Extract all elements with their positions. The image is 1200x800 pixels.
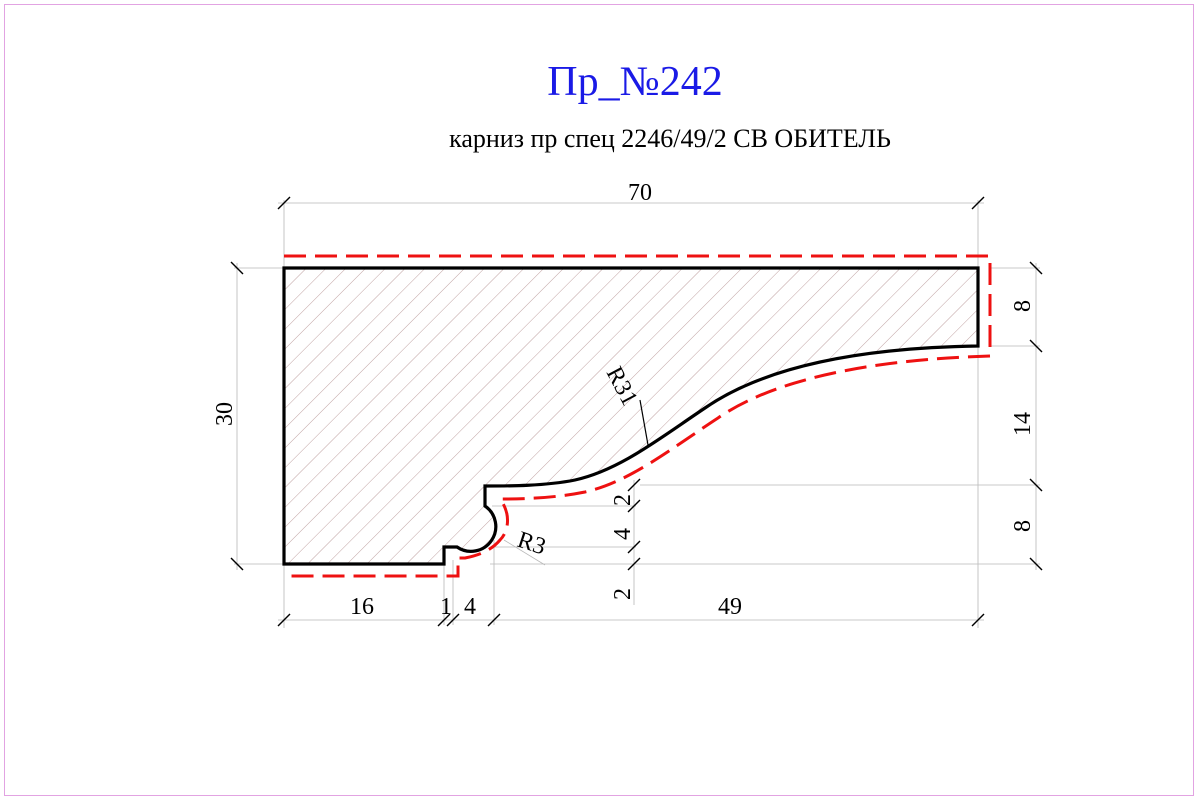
dim-bottom-right: 49 — [718, 594, 742, 620]
dimension-ticks — [230, 196, 1043, 627]
dim-right-bottom: 8 — [1010, 520, 1036, 532]
dim-overall-height: 30 — [212, 402, 238, 426]
dim-bottom-left: 16 — [350, 594, 374, 620]
profile-section — [282, 266, 980, 566]
profile-subtitle: карниз пр спец 2246/49/2 СВ ОБИТЕЛЬ — [449, 124, 891, 153]
dim-bottom-step: 1 — [440, 594, 452, 620]
r31-leader — [639, 399, 649, 446]
dim-inner-top: 2 — [610, 494, 636, 506]
offset-contour — [284, 254, 992, 578]
profile-title: Пр_№242 — [547, 59, 723, 105]
dim-overall-width: 70 — [628, 180, 652, 206]
radius-small-label: R3 — [514, 527, 549, 560]
dim-right-top: 8 — [1010, 300, 1036, 312]
dim-right-middle: 14 — [1010, 412, 1036, 436]
sheet-frame — [4, 4, 1194, 796]
dim-inner-middle: 4 — [610, 528, 636, 540]
dim-inner-bottom: 2 — [610, 588, 636, 600]
dim-bottom-cove: 4 — [464, 594, 476, 620]
extension-lines — [234, 200, 1040, 628]
